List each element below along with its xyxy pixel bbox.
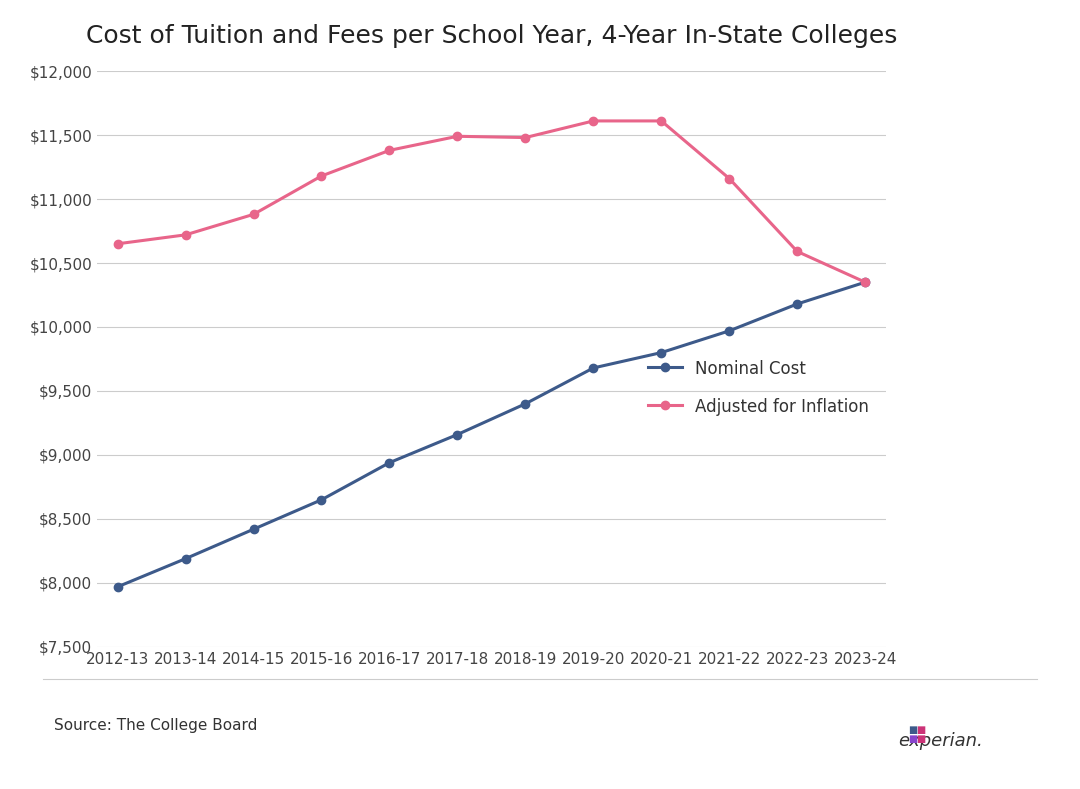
Adjusted for Inflation (859, 278, 872, 287)
Legend: Nominal Cost, Adjusted for Inflation: Nominal Cost, Adjusted for Inflation (640, 351, 877, 424)
Nominal Cost (111, 582, 124, 592)
Nominal Cost (586, 363, 599, 372)
Nominal Cost (451, 430, 464, 439)
Nominal Cost (654, 348, 667, 357)
Adjusted for Inflation (179, 230, 192, 240)
Adjusted for Inflation (111, 239, 124, 249)
Adjusted for Inflation (654, 116, 667, 125)
Line: Adjusted for Inflation: Adjusted for Inflation (113, 117, 869, 286)
Adjusted for Inflation (791, 247, 804, 256)
Text: ■: ■ (908, 735, 917, 744)
Adjusted for Inflation (451, 132, 464, 141)
Adjusted for Inflation (315, 171, 328, 181)
Title: Cost of Tuition and Fees per School Year, 4-Year In-State Colleges: Cost of Tuition and Fees per School Year… (85, 24, 897, 48)
Nominal Cost (518, 399, 531, 409)
Text: ■: ■ (917, 735, 926, 744)
Adjusted for Inflation (723, 174, 735, 183)
Adjusted for Inflation (518, 133, 531, 142)
Nominal Cost (247, 525, 260, 534)
Text: ■: ■ (908, 725, 917, 735)
Nominal Cost (791, 299, 804, 308)
Adjusted for Inflation (247, 210, 260, 219)
Line: Nominal Cost: Nominal Cost (113, 278, 869, 591)
Adjusted for Inflation (383, 146, 396, 155)
Nominal Cost (859, 278, 872, 287)
Text: Source: The College Board: Source: The College Board (54, 718, 257, 733)
Nominal Cost (179, 554, 192, 563)
Text: experian.: experian. (899, 731, 983, 750)
Adjusted for Inflation (586, 116, 599, 125)
Nominal Cost (383, 458, 396, 467)
Text: ■: ■ (917, 725, 926, 735)
Nominal Cost (315, 495, 328, 504)
Nominal Cost (723, 326, 735, 335)
